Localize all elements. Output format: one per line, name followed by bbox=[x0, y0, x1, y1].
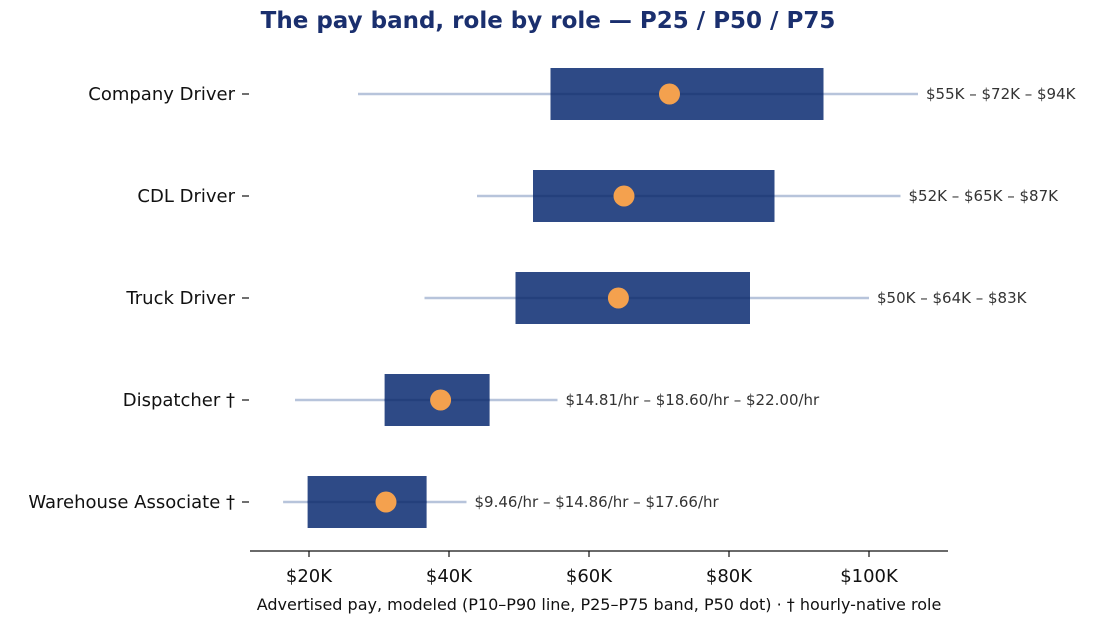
p50-dot bbox=[430, 389, 452, 411]
x-tick-label: $100K bbox=[840, 566, 899, 587]
role-row: $55K – $72K – $94K Company Driver bbox=[88, 68, 1077, 120]
p50-dot bbox=[659, 83, 680, 105]
value-label: $50K – $64K – $83K bbox=[877, 289, 1028, 307]
x-tick-label: $40K bbox=[426, 566, 473, 587]
x-axis-ticks: $20K $40K $60K $80K $100K bbox=[286, 551, 899, 587]
role-row: $50K – $64K – $83K Truck Driver bbox=[125, 272, 1028, 324]
role-label: Truck Driver bbox=[125, 288, 235, 309]
role-label: Warehouse Associate † bbox=[28, 492, 235, 513]
value-label: $14.81/hr – $18.60/hr – $22.00/hr bbox=[566, 391, 821, 409]
role-label: Company Driver bbox=[88, 84, 235, 105]
role-label: CDL Driver bbox=[137, 186, 235, 207]
role-rows: $55K – $72K – $94K Company Driver $52K – $… bbox=[28, 68, 1077, 528]
x-tick-label: $20K bbox=[286, 566, 333, 587]
p50-dot bbox=[607, 287, 629, 309]
role-row: $9.46/hr – $14.86/hr – $17.66/hr Warehous… bbox=[28, 476, 720, 528]
p50-dot bbox=[613, 185, 635, 207]
role-row: $52K – $65K – $87K CDL Driver bbox=[137, 170, 1059, 222]
value-label: $52K – $65K – $87K bbox=[909, 187, 1060, 205]
x-tick-label: $80K bbox=[706, 566, 753, 587]
role-row: $14.81/hr – $18.60/hr – $22.00/hr Dispatc… bbox=[123, 374, 820, 426]
x-axis-title: Advertised pay, modeled (P10–P90 line, P… bbox=[257, 595, 942, 614]
value-label: $9.46/hr – $14.86/hr – $17.66/hr bbox=[475, 493, 720, 511]
chart-title: The pay band, role by role — P25 / P50 /… bbox=[260, 8, 836, 34]
role-label: Dispatcher † bbox=[123, 390, 235, 411]
value-label: $55K – $72K – $94K bbox=[926, 85, 1077, 103]
x-tick-label: $60K bbox=[566, 566, 613, 587]
p50-dot bbox=[375, 491, 397, 513]
